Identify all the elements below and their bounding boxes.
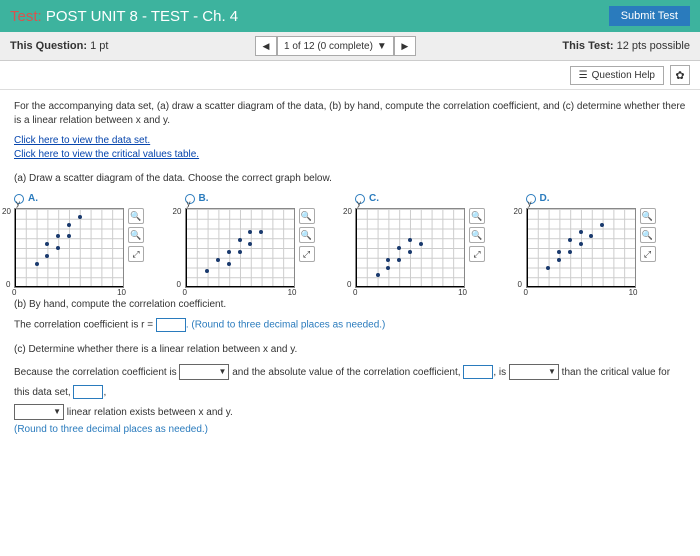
zoom-out-icon[interactable]: 🔍 [299,227,315,243]
choice-label: C. [369,192,379,206]
zoom-out-icon[interactable]: 🔍 [469,227,485,243]
question-help-button[interactable]: ☰Question Help [570,66,664,85]
part-b-text: (b) By hand, compute the correlation coe… [14,298,686,312]
toolbar: ☰Question Help ✿ [0,61,700,90]
scatter-graph [14,208,124,288]
part-c-text: (c) Determine whether there is a linear … [14,343,686,357]
graph-choices: A. 20 y 0 10 0 🔍 🔍 ⤢ B. 20 [14,192,686,288]
zoom-out-icon[interactable]: 🔍 [640,227,656,243]
crit-input[interactable] [73,385,103,399]
expand-icon[interactable]: ⤢ [640,246,656,262]
zoom-out-icon[interactable]: 🔍 [128,227,144,243]
part-c-round: (Round to three decimal places as needed… [14,423,686,437]
question-selector[interactable]: 1 of 12 (0 complete)▼ [277,36,394,56]
part-a: (a) Draw a scatter diagram of the data. … [14,172,686,288]
choice-d: D. 20 y 0 10 0 🔍 🔍 ⤢ [526,192,687,288]
question-content: For the accompanying data set, (a) draw … [0,90,700,457]
question-bar: This Question: 1 pt ◀ 1 of 12 (0 complet… [0,32,700,61]
expand-icon[interactable]: ⤢ [469,246,485,262]
part-b: (b) By hand, compute the correlation coe… [14,298,686,333]
select-3[interactable]: ▼ [14,404,64,420]
choice-b: B. 20 y 0 10 0 🔍 🔍 ⤢ [185,192,346,288]
zoom-in-icon[interactable]: 🔍 [640,208,656,224]
submit-test-button[interactable]: Submit Test [609,6,690,26]
part-b-line: The correlation coefficient is r = . (Ro… [14,318,686,333]
list-icon: ☰ [579,70,588,81]
test-prefix: Test: [10,8,42,25]
r-input[interactable] [156,318,186,332]
prev-button[interactable]: ◀ [255,36,277,56]
expand-icon[interactable]: ⤢ [299,246,315,262]
scatter-graph [185,208,295,288]
question-intro: For the accompanying data set, (a) draw … [14,100,686,128]
nav-group: ◀ 1 of 12 (0 complete)▼ ▶ [108,36,562,56]
choice-label: B. [199,192,209,206]
this-test: This Test: 12 pts possible [562,40,690,52]
select-2[interactable]: ▼ [509,364,559,380]
critical-values-link[interactable]: Click here to view the critical values t… [14,148,686,162]
part-c: (c) Determine whether there is a linear … [14,343,686,437]
abs-r-input[interactable] [463,365,493,379]
settings-button[interactable]: ✿ [670,65,690,85]
scatter-graph [526,208,636,288]
test-title: Test: POST UNIT 8 - TEST - Ch. 4 [10,8,238,25]
header: Test: POST UNIT 8 - TEST - Ch. 4 Submit … [0,0,700,32]
zoom-in-icon[interactable]: 🔍 [128,208,144,224]
next-button[interactable]: ▶ [394,36,416,56]
select-1[interactable]: ▼ [179,364,229,380]
data-set-link[interactable]: Click here to view the data set. [14,134,686,148]
choice-label: D. [540,192,550,206]
test-name: POST UNIT 8 - TEST - Ch. 4 [46,8,238,25]
choice-a: A. 20 y 0 10 0 🔍 🔍 ⤢ [14,192,175,288]
zoom-in-icon[interactable]: 🔍 [299,208,315,224]
zoom-in-icon[interactable]: 🔍 [469,208,485,224]
part-a-text: (a) Draw a scatter diagram of the data. … [14,172,686,186]
gear-icon: ✿ [675,69,684,82]
choice-c: C. 20 y 0 10 0 🔍 🔍 ⤢ [355,192,516,288]
part-c-line: Because the correlation coefficient is ▼… [14,363,686,423]
this-question: This Question: 1 pt [10,40,108,52]
scatter-graph [355,208,465,288]
choice-label: A. [28,192,38,206]
expand-icon[interactable]: ⤢ [128,246,144,262]
